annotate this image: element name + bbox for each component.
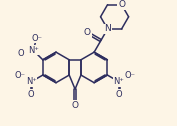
Text: O: O xyxy=(116,90,122,99)
Text: O: O xyxy=(84,28,91,37)
Text: N: N xyxy=(104,24,111,33)
Text: O: O xyxy=(72,101,79,110)
Text: N⁺: N⁺ xyxy=(26,77,37,86)
Text: O⁻: O⁻ xyxy=(124,71,135,80)
Text: N⁺: N⁺ xyxy=(113,77,124,86)
Text: O⁻: O⁻ xyxy=(15,71,26,80)
Text: O: O xyxy=(18,49,25,58)
Text: O⁻: O⁻ xyxy=(31,34,42,43)
Text: O: O xyxy=(28,90,35,99)
Text: N⁺: N⁺ xyxy=(28,46,39,55)
Text: O: O xyxy=(118,0,125,9)
